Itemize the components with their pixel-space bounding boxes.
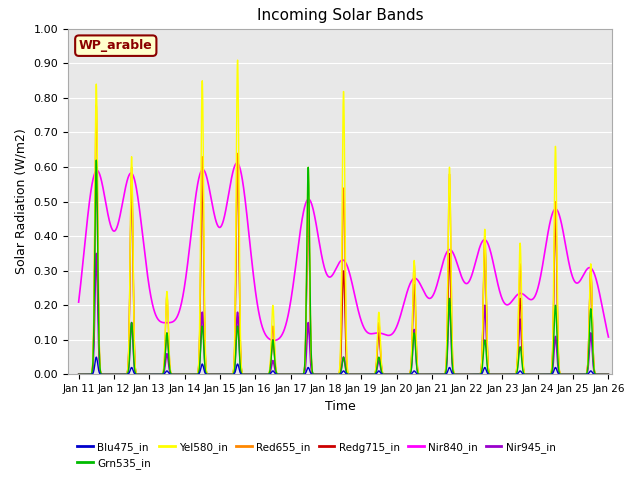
Y-axis label: Solar Radiation (W/m2): Solar Radiation (W/m2)	[15, 129, 28, 275]
Title: Incoming Solar Bands: Incoming Solar Bands	[257, 9, 423, 24]
Text: WP_arable: WP_arable	[79, 39, 153, 52]
Legend: Blu475_in, Grn535_in, Yel580_in, Red655_in, Redg715_in, Nir840_in, Nir945_in: Blu475_in, Grn535_in, Yel580_in, Red655_…	[73, 437, 559, 473]
X-axis label: Time: Time	[324, 400, 355, 413]
